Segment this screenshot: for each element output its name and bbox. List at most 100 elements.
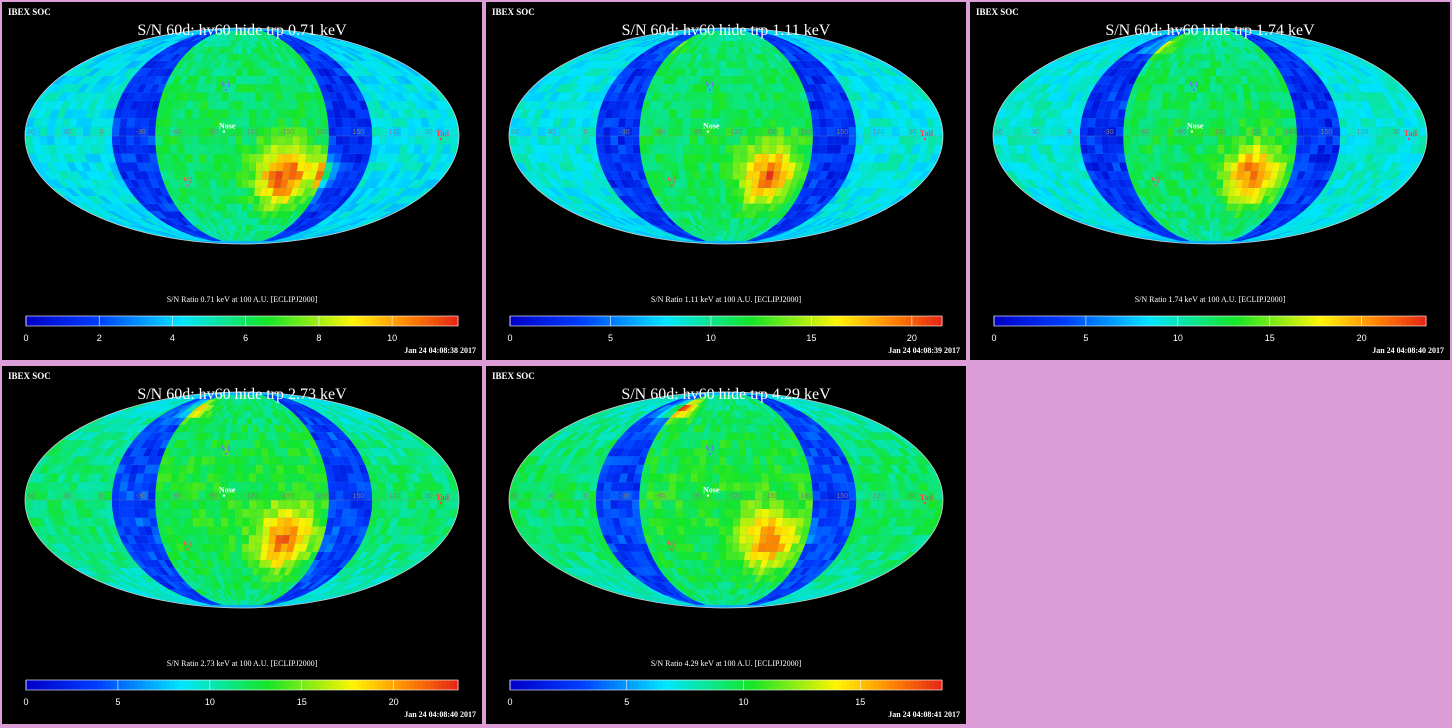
colorbar-segment	[634, 316, 639, 326]
map-cell	[699, 31, 711, 36]
map-cell	[1411, 127, 1420, 136]
colorbar-segment	[334, 316, 339, 326]
map-cell	[234, 144, 242, 154]
map-cell	[741, 236, 753, 241]
map-cell	[848, 127, 857, 136]
map-cell	[790, 127, 799, 136]
map-cell	[1374, 100, 1386, 110]
map-cell	[1294, 187, 1306, 196]
map-cell	[204, 47, 214, 54]
map-cell	[1192, 35, 1200, 41]
map-cell	[840, 203, 856, 212]
map-cell	[305, 231, 328, 237]
map-cell	[236, 196, 242, 204]
map-cell	[850, 203, 867, 212]
map-cell	[1324, 60, 1340, 69]
map-cell	[1240, 31, 1261, 36]
map-cell	[1308, 203, 1323, 212]
colorbar-segment	[754, 316, 759, 326]
map-cell	[46, 136, 55, 145]
map-cell	[135, 225, 157, 231]
map-cell	[299, 144, 307, 154]
map-cell	[864, 187, 879, 196]
map-cell	[726, 53, 732, 61]
map-cell	[519, 109, 530, 119]
map-cell	[370, 118, 379, 128]
map-cell	[178, 76, 188, 85]
map-cell	[590, 60, 607, 69]
map-cell	[796, 53, 809, 61]
map-cell	[206, 153, 214, 163]
map-cell	[365, 196, 381, 204]
map-cell	[35, 153, 46, 163]
map-cell	[846, 76, 860, 85]
map-cell	[1360, 60, 1379, 69]
map-cell	[1271, 225, 1288, 231]
map-cell	[752, 171, 761, 180]
map-cell	[689, 211, 698, 219]
map-cell	[1361, 127, 1370, 136]
map-cell	[659, 179, 669, 188]
map-cell	[359, 53, 377, 61]
map-cell	[641, 196, 653, 204]
map-cell	[272, 41, 283, 47]
map-cell	[664, 171, 674, 180]
map-cell	[1318, 60, 1334, 69]
map-cell	[821, 68, 835, 76]
map-cell	[1213, 225, 1219, 231]
map-cell	[1178, 211, 1187, 219]
map-cell	[774, 187, 784, 196]
map-cell	[1238, 136, 1247, 145]
map-cell	[559, 127, 568, 136]
map-cell	[1312, 47, 1332, 54]
map-cell	[320, 76, 331, 85]
map-cell	[707, 218, 714, 225]
map-cell	[819, 211, 835, 219]
map-cell	[187, 35, 203, 41]
map-cell	[890, 84, 905, 93]
map-cell	[177, 153, 186, 163]
map-cell	[790, 118, 799, 128]
map-cell	[827, 179, 839, 188]
map-cell	[1203, 100, 1210, 110]
map-cell	[772, 211, 784, 219]
map-cell	[709, 41, 716, 47]
map-cell	[726, 153, 734, 163]
map-cell	[746, 41, 755, 47]
map-cell	[611, 53, 628, 61]
map-cell	[1186, 47, 1194, 54]
map-cell	[767, 203, 777, 212]
colorbar-segment	[846, 316, 851, 326]
map-cell	[662, 76, 672, 85]
map-cell	[169, 127, 178, 136]
map-cell	[344, 76, 357, 85]
map-cell	[1354, 127, 1362, 136]
map-cell	[210, 236, 224, 241]
map-cell	[854, 118, 863, 128]
map-cell	[295, 35, 315, 41]
map-cell	[1273, 231, 1296, 237]
map-cell	[749, 236, 766, 241]
map-cell	[1333, 68, 1349, 76]
map-cell	[119, 127, 127, 136]
map-cell	[159, 76, 170, 85]
map-cell	[925, 118, 936, 128]
map-cell	[267, 203, 276, 212]
map-cell	[805, 41, 825, 47]
map-cell	[1317, 68, 1331, 76]
map-cell	[275, 171, 283, 180]
map-cell	[1205, 47, 1210, 54]
map-cell	[664, 35, 681, 41]
map-cell	[348, 218, 369, 225]
map-cell	[166, 231, 187, 237]
map-cell	[134, 47, 152, 54]
map-cell	[1223, 171, 1231, 180]
map-cell	[1317, 179, 1330, 188]
map-cell	[878, 171, 891, 180]
map-cell	[1226, 68, 1235, 76]
map-cell	[760, 100, 769, 110]
map-cell	[202, 179, 211, 188]
map-cell	[872, 68, 889, 76]
map-cell	[1312, 187, 1325, 196]
map-cell	[682, 144, 691, 154]
